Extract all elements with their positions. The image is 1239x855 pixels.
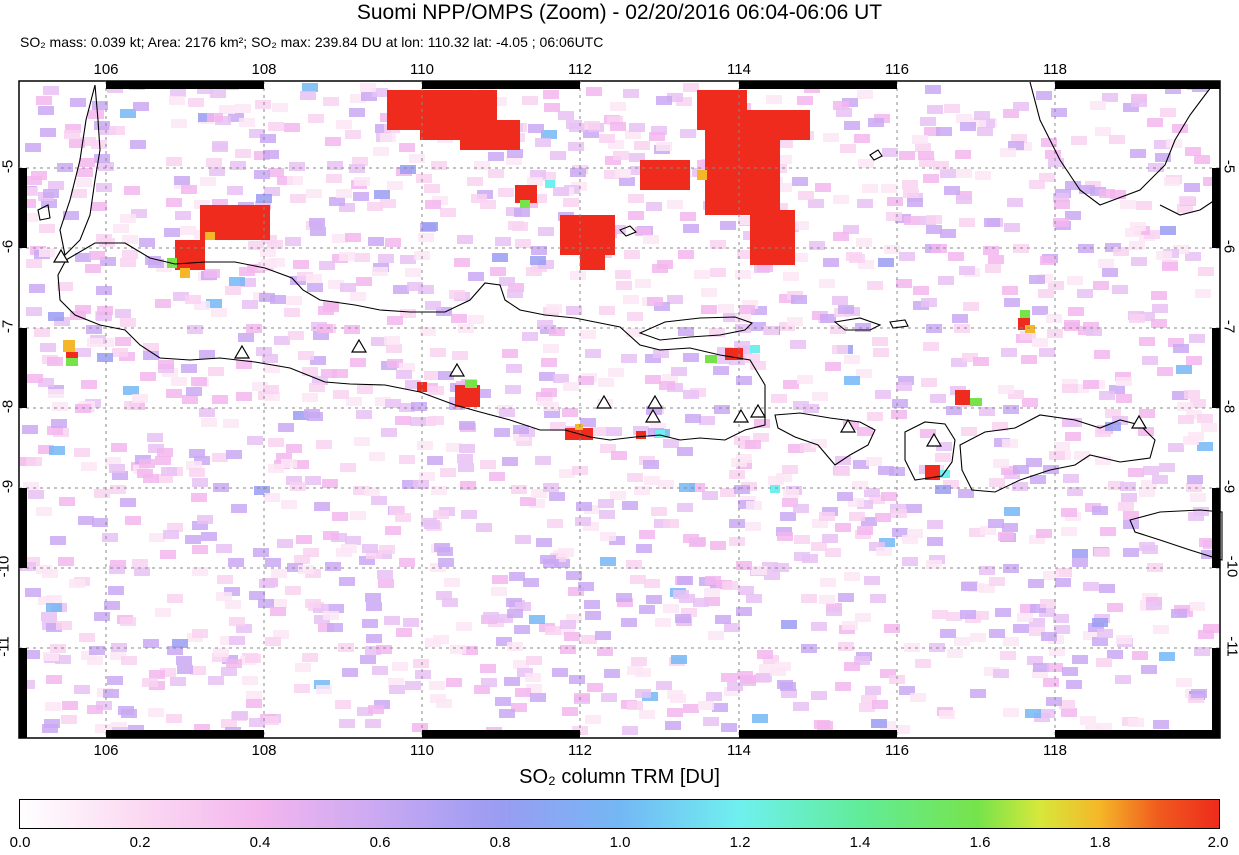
- coastline: [37, 81, 1223, 561]
- volcano-icon: [646, 394, 664, 409]
- lat-tick-left: -5: [0, 159, 17, 174]
- lon-tick-bottom: 116: [885, 742, 909, 759]
- lon-tick-top: 116: [885, 61, 909, 78]
- lat-tick-left: -7: [0, 319, 17, 334]
- lon-tick-bottom: 114: [727, 742, 751, 759]
- colorbar-tick: 0.8: [489, 834, 511, 851]
- map-panel: [18, 80, 1223, 739]
- volcano-icon: [448, 362, 466, 377]
- lon-tick-bottom: 118: [1043, 742, 1067, 759]
- volcano-icon: [925, 432, 943, 447]
- colorbar-tick: 0.0: [9, 834, 31, 851]
- volcano-icon: [52, 248, 70, 263]
- lat-tick-right: -8: [1220, 399, 1238, 414]
- lat-tick-left: -9: [0, 479, 17, 494]
- lat-tick-left: -6: [0, 239, 17, 254]
- lat-tick-left: -8: [0, 399, 17, 414]
- lon-tick-top: 112: [568, 61, 592, 78]
- lat-tick-left: -10: [0, 555, 13, 578]
- lon-tick-top: 110: [410, 61, 434, 78]
- lon-tick-bottom: 106: [93, 742, 119, 759]
- volcano-icon: [233, 344, 251, 359]
- lat-tick-right: -9: [1220, 479, 1238, 494]
- lat-tick-right: -10: [1223, 555, 1239, 578]
- frame-scale-bars: [19, 81, 1220, 738]
- lat-tick-right: -6: [1220, 239, 1238, 254]
- volcano-icon: [749, 403, 767, 418]
- colorbar-tick: 0.2: [129, 834, 151, 851]
- volcano-icon: [839, 418, 857, 433]
- colorbar-title: SO₂ column TRM [DU]: [519, 766, 720, 788]
- lat-tick-right: -11: [1223, 636, 1239, 657]
- so2-stats-line: SO₂ mass: 0.039 kt; Area: 2176 km²; SO₂ …: [20, 34, 604, 50]
- colorbar-tick: 0.6: [369, 834, 391, 851]
- colorbar-tick: 1.8: [1089, 834, 1111, 851]
- volcano-icon: [595, 394, 613, 409]
- lon-tick-bottom: 110: [410, 742, 434, 759]
- colorbar-tick: 1.4: [849, 834, 871, 851]
- graticule: [19, 81, 1220, 738]
- colorbar-tick: 2.0: [1207, 834, 1229, 851]
- colorbar-tick: 0.4: [249, 834, 271, 851]
- volcano-icon: [732, 408, 750, 423]
- lon-tick-top: 106: [93, 61, 119, 78]
- lat-tick-right: -5: [1220, 159, 1238, 174]
- volcano-icon: [350, 338, 368, 353]
- lon-tick-top: 114: [727, 61, 751, 78]
- colorbar-tick: 1.0: [609, 834, 631, 851]
- lat-tick-right: -7: [1220, 319, 1238, 334]
- volcano-icon: [644, 408, 662, 423]
- lon-tick-top: 118: [1043, 61, 1067, 78]
- volcano-markers: [52, 248, 1148, 447]
- lat-tick-left: -11: [0, 636, 13, 657]
- lon-tick-bottom: 108: [251, 742, 277, 759]
- map-title: Suomi NPP/OMPS (Zoom) - 02/20/2016 06:04…: [356, 1, 883, 24]
- colorbar-tick: 1.6: [969, 834, 991, 851]
- lon-tick-top: 108: [251, 61, 277, 78]
- colorbar: [19, 799, 1220, 829]
- lon-tick-bottom: 112: [568, 742, 592, 759]
- colorbar-tick: 1.2: [729, 834, 751, 851]
- volcano-icon: [1130, 414, 1148, 429]
